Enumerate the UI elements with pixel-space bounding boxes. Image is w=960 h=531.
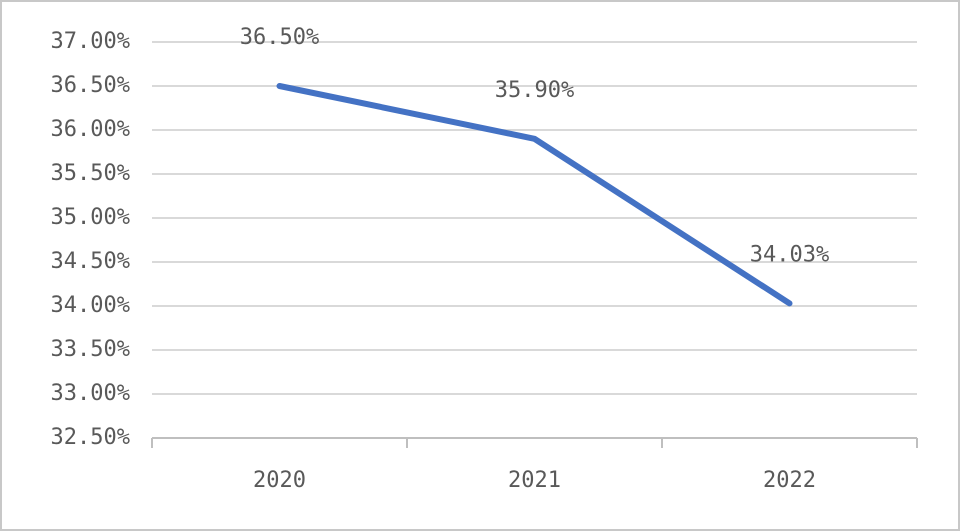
y-tick-label: 37.00%: [51, 29, 130, 54]
x-tick-label: 2020: [253, 468, 306, 493]
y-tick-label: 35.00%: [51, 205, 130, 230]
x-tick-label: 2022: [763, 468, 816, 493]
y-tick-label: 34.50%: [51, 249, 130, 274]
line-series: [276, 83, 793, 307]
y-tick-label: 35.50%: [51, 161, 130, 186]
x-tick-label: 2021: [508, 468, 561, 493]
data-label: 34.03%: [750, 242, 829, 267]
y-tick-label: 32.50%: [51, 425, 130, 450]
data-label: 36.50%: [240, 25, 319, 50]
y-tick-label: 36.00%: [51, 117, 130, 142]
y-tick-label: 34.00%: [51, 293, 130, 318]
y-tick-label: 33.00%: [51, 381, 130, 406]
y-tick-label: 36.50%: [51, 73, 130, 98]
y-tick-label: 33.50%: [51, 337, 130, 362]
data-label: 35.90%: [495, 78, 574, 103]
